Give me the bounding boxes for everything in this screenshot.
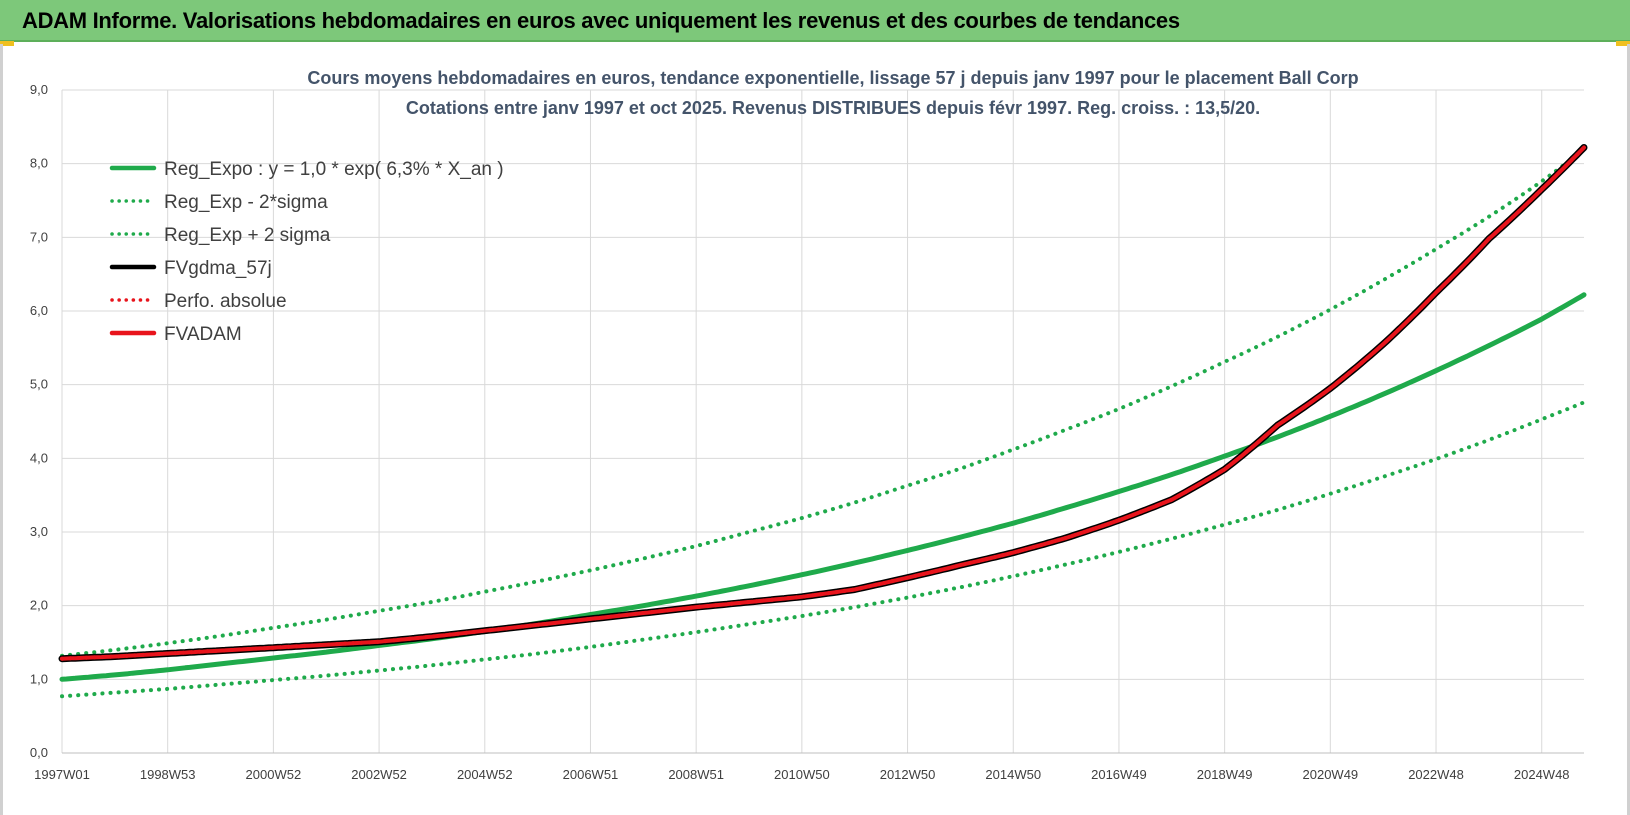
trend-chart: 0,0 1,0 2,0 3,0 4,0 5,0 6,0 7,0 8,0 9,0 1997W01 199… [30,68,1588,782]
y-tick-label: 3,0 [30,524,48,539]
corner-marker-left [0,41,14,46]
frame-edge-right [1627,44,1630,815]
x-tick-label: 2002W52 [351,767,407,782]
x-tick-label: 2004W52 [457,767,513,782]
y-tick-label: 9,0 [30,82,48,97]
y-tick-label: 1,0 [30,671,48,686]
reg-expo-line [59,292,1587,682]
x-tick-label: 2020W49 [1303,767,1359,782]
x-tick-label: 2016W49 [1091,767,1147,782]
y-tick-label: 6,0 [30,303,48,318]
legend-item: Reg_Exp - 2*sigma [110,192,328,213]
y-tick-label: 5,0 [30,377,48,392]
x-tick-label: 2008W51 [668,767,724,782]
x-tick-label: 2022W48 [1408,767,1464,782]
legend-label: Reg_Exp - 2*sigma [164,192,328,213]
legend-item: Perfo. absolue [110,291,287,312]
legend-label: FVADAM [164,324,242,345]
legend-label: Perfo. absolue [164,291,287,312]
x-tick-label: 1997W01 [34,767,90,782]
chart-legend: Reg_Expo : y = 1,0 * exp( 6,3% * X_an ) R… [109,159,504,345]
frame-edge-left [0,44,3,815]
x-tick-label: 2024W48 [1514,767,1570,782]
legend-item: Reg_Exp + 2 sigma [110,225,331,246]
y-tick-label: 2,0 [30,598,48,613]
legend-item: Reg_Expo : y = 1,0 * exp( 6,3% * X_an ) [109,159,504,180]
x-tick-label: 1998W53 [140,767,196,782]
report-title: ADAM Informe. Valorisations hebdomadaire… [22,8,1180,33]
x-tick-label: 2006W51 [563,767,619,782]
y-tick-label: 4,0 [30,450,48,465]
y-tick-label: 0,0 [30,745,48,760]
legend-label: Reg_Expo : y = 1,0 * exp( 6,3% * X_an ) [164,159,504,180]
legend-label: FVgdma_57j [164,258,272,279]
legend-label: Reg_Exp + 2 sigma [164,225,331,246]
report-banner: ADAM Informe. Valorisations hebdomadaire… [0,0,1630,42]
y-tick-label: 8,0 [30,156,48,171]
reg-exp-minus-2sigma-line [60,400,1586,699]
x-tick-label: 2012W50 [880,767,936,782]
x-tick-label: 2010W50 [774,767,830,782]
fvadam-line [60,145,1586,661]
legend-item: FVgdma_57j [109,258,272,279]
chart-title: Cours moyens hebdomadaires en euros, ten… [307,68,1358,118]
series-lines [58,144,1588,699]
y-tick-label: 7,0 [30,229,48,244]
reg-exp-plus-2sigma-line [60,147,1586,658]
x-tick-label: 2000W52 [246,767,302,782]
axes: 0,0 1,0 2,0 3,0 4,0 5,0 6,0 7,0 8,0 9,0 1997W01 199… [30,82,1584,782]
chart-title-line: Cours moyens hebdomadaires en euros, ten… [307,68,1358,88]
x-tick-label: 2014W50 [985,767,1041,782]
x-tick-label: 2018W49 [1197,767,1253,782]
grid-lines [61,89,1584,754]
legend-item: FVADAM [109,324,242,345]
corner-marker-right [1616,41,1630,46]
chart-title-line: Cotations entre janv 1997 et oct 2025. R… [406,98,1260,118]
